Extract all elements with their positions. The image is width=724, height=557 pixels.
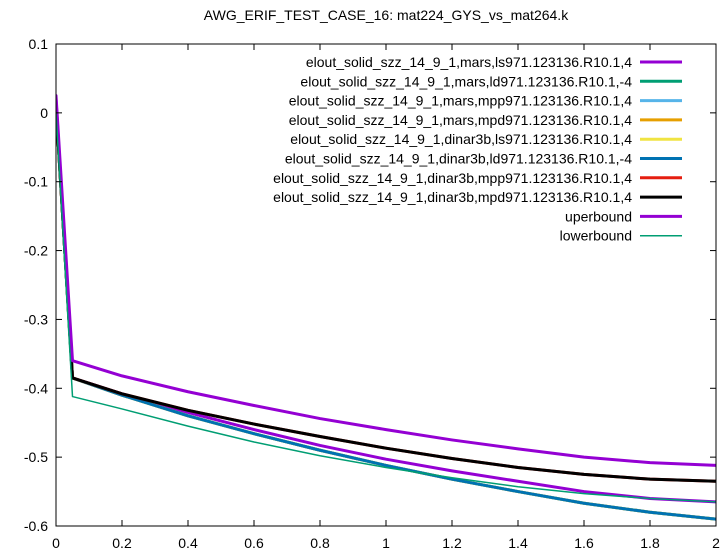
y-tick-label: -0.5	[24, 449, 48, 465]
x-tick-label: 0.2	[112, 535, 132, 551]
series-line-6	[56, 104, 716, 521]
x-tick-label: 1.2	[442, 535, 462, 551]
y-tick-label: -0.3	[24, 311, 48, 327]
x-tick-label: 1.6	[574, 535, 594, 551]
y-tick-label: -0.2	[24, 243, 48, 259]
x-tick-label: 1.8	[640, 535, 660, 551]
series-line-4	[56, 104, 716, 521]
legend-label: elout_solid_szz_14_9_1,mars,ld971.123136…	[300, 73, 632, 89]
legend-label: elout_solid_szz_14_9_1,mars,ls971.123136…	[306, 54, 632, 70]
series-line-8	[56, 104, 716, 483]
series-line-2	[56, 104, 716, 521]
chart-title: AWG_ERIF_TEST_CASE_16: mat224_GYS_vs_mat…	[204, 7, 569, 23]
y-tick-label: -0.4	[24, 380, 48, 396]
legend-label: elout_solid_szz_14_9_1,dinar3b,mpd971.12…	[273, 189, 632, 205]
legend-label: uperbound	[565, 208, 632, 224]
x-tick-label: 0.6	[244, 535, 264, 551]
axes-layer: 0 0.2 0.4 0.6 0.8 1 1.2 1.4 1.6 1.8 2 0.1 0 -0.1 -0.2 -…	[24, 36, 720, 551]
legend-label: lowerbound	[560, 228, 632, 244]
legend-label: elout_solid_szz_14_9_1,mars,mpp971.12313…	[289, 93, 632, 109]
series-line-9	[56, 94, 716, 467]
legend-label: elout_solid_szz_14_9_1,mars,mpd971.12313…	[289, 112, 632, 128]
y-tick-label: 0	[40, 105, 48, 121]
x-tick-label: 0	[52, 535, 60, 551]
y-tick-label: -0.1	[24, 174, 48, 190]
series-line-5	[56, 104, 716, 521]
x-tick-label: 1	[382, 535, 390, 551]
x-tick-label: 2	[712, 535, 720, 551]
legend-label: elout_solid_szz_14_9_1,dinar3b,mpp971.12…	[273, 170, 632, 186]
x-tick-label: 1.4	[508, 535, 528, 551]
series-line-3	[56, 104, 716, 521]
series-line-10	[56, 112, 716, 503]
legend-label: elout_solid_szz_14_9_1,dinar3b,ld971.123…	[285, 151, 632, 167]
x-tick-label: 0.4	[178, 535, 198, 551]
y-tick-label: -0.6	[24, 518, 48, 534]
legend: elout_solid_szz_14_9_1,mars,ls971.123136…	[273, 54, 682, 244]
series-layer	[56, 94, 716, 521]
x-tick-label: 0.8	[310, 535, 330, 551]
legend-label: elout_solid_szz_14_9_1,dinar3b,ls971.123…	[290, 131, 632, 147]
y-tick-label: 0.1	[29, 36, 49, 52]
